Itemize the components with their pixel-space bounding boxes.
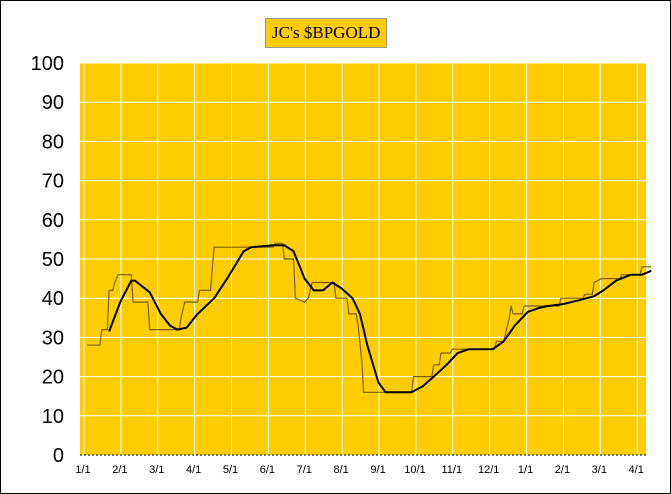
x-tick-label: 2/1 <box>555 464 570 476</box>
x-tick-label: 10/1 <box>404 464 425 476</box>
x-tick-label: 6/1 <box>260 464 275 476</box>
y-tick-label: 0 <box>53 445 64 467</box>
x-tick-label: 4/1 <box>186 464 201 476</box>
x-tick-label: 2/1 <box>112 464 127 476</box>
y-axis-ticks: 0 10 20 30 40 50 60 70 80 90 100 <box>31 53 64 467</box>
y-tick-label: 80 <box>42 131 64 153</box>
x-tick-label: 4/1 <box>629 464 644 476</box>
y-tick-label: 70 <box>42 171 64 193</box>
y-tick-label: 10 <box>42 406 64 428</box>
x-tick-label: 11/1 <box>442 464 463 476</box>
x-tick-label: 9/1 <box>370 464 385 476</box>
x-tick-label: 1/1 <box>518 464 533 476</box>
y-tick-label: 20 <box>42 367 64 389</box>
y-tick-label: 30 <box>42 327 64 349</box>
x-tick-label: 8/1 <box>334 464 349 476</box>
x-tick-label: 5/1 <box>223 464 238 476</box>
chart-title: JC's $BPGOLD <box>265 18 388 48</box>
series-line-smoothed <box>108 244 652 394</box>
y-tick-label: 90 <box>42 92 64 114</box>
x-axis-ticks: 1/1 2/1 3/1 4/1 5/1 6/1 7/1 8/1 9/1 10/1 11/1 12/1 1… <box>75 464 643 476</box>
series-lines <box>87 242 652 394</box>
x-tick-label: 12/1 <box>478 464 499 476</box>
y-tick-label: 40 <box>42 288 64 310</box>
y-tick-label: 100 <box>31 53 64 75</box>
x-tick-label: 3/1 <box>149 464 164 476</box>
x-tick-label: 1/1 <box>75 464 90 476</box>
y-tick-label: 50 <box>42 249 64 271</box>
gridlines <box>80 62 646 456</box>
x-tick-label: 7/1 <box>297 464 312 476</box>
x-tick-label: 3/1 <box>592 464 607 476</box>
y-tick-label: 60 <box>42 210 64 232</box>
